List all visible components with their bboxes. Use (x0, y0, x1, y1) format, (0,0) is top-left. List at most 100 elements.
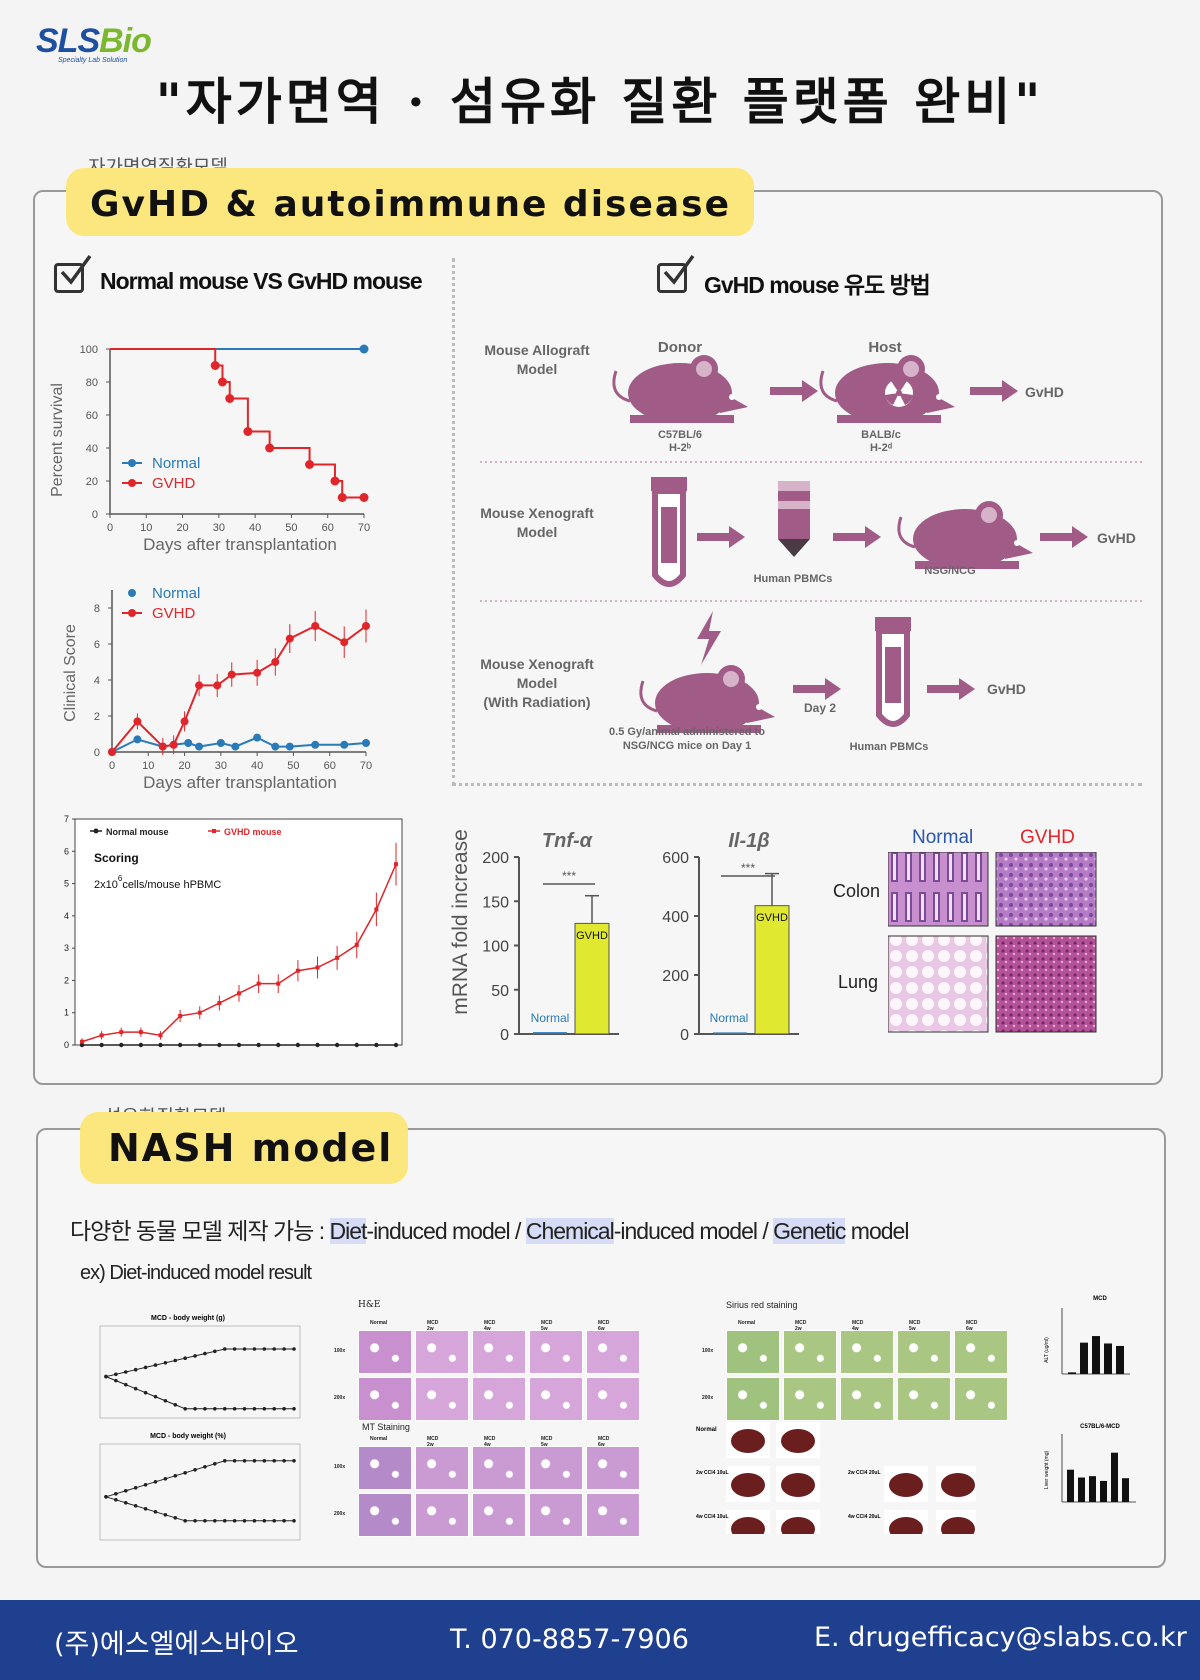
mrna-chart: mRNA fold increase Tnf-α Il-1β 0 50 100 150… (449, 829, 799, 1044)
scoring-point-gvhd (374, 907, 379, 912)
sirius-col-label: Normal (738, 1320, 756, 1326)
allograft-label-1: Mouse Allograft (484, 342, 590, 358)
lw-bar (1122, 1478, 1129, 1502)
bw-point-mcd (173, 1516, 178, 1520)
liver-photo (731, 1429, 765, 1453)
bw-point-normal (143, 1483, 148, 1487)
tnf-ytick: 150 (482, 894, 509, 911)
liver-photos: Normal 2w CCl4 10uL 4w CCl4 10uL 2w CCl4… (696, 1422, 976, 1534)
he-image (415, 1377, 469, 1421)
survival-xtick: 10 (140, 522, 152, 534)
bw-point-mcd (143, 1390, 148, 1395)
scoring-point-normal (393, 1042, 399, 1048)
clinical-point-normal (195, 742, 204, 751)
nash-title: NASH model (80, 1112, 408, 1184)
bw-point-mcd (282, 1519, 286, 1523)
bw-point-mcd (232, 1519, 237, 1523)
liver-row-2w10: 2w CCl4 10uL (696, 1470, 729, 1476)
clinical-ytick: 8 (94, 603, 100, 615)
he-row-label: 200x (334, 1395, 346, 1401)
bw-point-mcd (213, 1407, 217, 1411)
tnf-bar-gvhd (574, 922, 610, 1035)
alt-bar (1080, 1342, 1088, 1374)
bw-point-normal (272, 1459, 277, 1463)
scoring-ytick: 5 (64, 879, 69, 889)
bw-point-normal (292, 1459, 296, 1463)
tnf-title: Tnf-α (542, 830, 594, 852)
bw-point-mcd (153, 1394, 158, 1399)
scoring-point-gvhd (394, 862, 398, 867)
mt-row-label: 100x (334, 1464, 346, 1470)
scoring-point-gvhd (178, 1013, 183, 1018)
survival-ytick: 0 (92, 509, 98, 521)
survival-chart: 0 20 40 60 80 100 0 10 20 30 40 50 60 70 Percent surv… (50, 344, 370, 554)
sirius-image (954, 1330, 1008, 1374)
nash-desc-diet: Diet (329, 1218, 367, 1244)
liver-photo (781, 1429, 815, 1453)
bw-point-normal (232, 1459, 237, 1463)
bw-point-normal (222, 1459, 227, 1463)
clinical-point-gvhd (213, 681, 222, 690)
tnf-ytick: 0 (500, 1027, 509, 1044)
scoring-point-normal (236, 1042, 242, 1048)
body-weight-charts: MCD - body weight (g) MCD - body weight … (99, 1315, 301, 1541)
alt-bar (1092, 1336, 1100, 1374)
scoring-point-normal (217, 1042, 222, 1048)
bw-point-normal (133, 1486, 138, 1490)
he-image (472, 1377, 526, 1421)
scoring-ytick: 6 (64, 846, 69, 856)
sirius-col-label: MCD 2w (795, 1320, 807, 1332)
survival-legend-normal: Normal (152, 455, 200, 472)
arrow-icon (927, 678, 975, 700)
scoring-point-gvhd (237, 991, 241, 996)
survival-xtick: 70 (358, 522, 370, 534)
bw-point-mcd (133, 1504, 138, 1508)
bw-point-normal (222, 1347, 227, 1351)
il-ytick: 0 (680, 1027, 689, 1044)
bw-point-normal (114, 1372, 118, 1377)
survival-xtick: 60 (322, 522, 334, 534)
liver-row-4w10: 4w CCl4 10uL (696, 1514, 729, 1520)
bw-point-normal (173, 1358, 178, 1363)
scoring-point-gvhd (217, 1001, 222, 1006)
survival-xtick: 0 (107, 522, 113, 534)
he-image (586, 1377, 640, 1421)
scoring-point-normal (197, 1042, 202, 1048)
he-col-label: MCD 2w (427, 1320, 439, 1332)
xeno-rad-label-2: Model (517, 675, 557, 691)
clinical-point-normal (253, 733, 262, 742)
he-col-label: MCD 5w (541, 1320, 553, 1332)
clinical-point-gvhd (227, 670, 236, 679)
tnf-ytick: 200 (482, 850, 509, 867)
survival-point-normal (359, 344, 369, 354)
clinical-point-normal (340, 740, 349, 749)
mt-image (472, 1493, 526, 1537)
sirius-image (954, 1377, 1008, 1421)
mt-image (529, 1493, 583, 1537)
clinical-xtick: 20 (178, 760, 190, 772)
survival-point-gvhd (305, 460, 315, 469)
svg-text:2x106cells/mouse hPBMC: 2x106cells/mouse hPBMC (94, 874, 221, 891)
pbmc-label: Human PBMCs (754, 573, 833, 585)
sirius-image (783, 1377, 837, 1421)
survival-point-gvhd (243, 427, 253, 436)
tnf-ytick: 50 (491, 983, 509, 1000)
survival-point-gvhd (225, 394, 235, 403)
sirius-image (840, 1377, 894, 1421)
liver-photo (889, 1473, 923, 1497)
bw-point-normal (153, 1363, 158, 1367)
survival-point-gvhd (265, 443, 275, 453)
clinical-xlabel: Days after transplantation (143, 773, 337, 792)
host-strain-1: BALB/c (861, 429, 901, 441)
bw-point-mcd (262, 1407, 267, 1411)
tnf-gvhd-label: GVHD (576, 930, 608, 942)
he-image (358, 1330, 412, 1374)
bw-point-mcd (193, 1407, 197, 1411)
tnf-ytick: 100 (482, 939, 509, 956)
rad-gvhd: GvHD (987, 681, 1026, 697)
survival-ylabel: Percent survival (50, 383, 66, 497)
il-ytick: 600 (662, 850, 689, 867)
mt-image (415, 1493, 469, 1537)
divider (452, 258, 455, 786)
nash-desc-chem-rest: -induced model / (613, 1218, 774, 1244)
